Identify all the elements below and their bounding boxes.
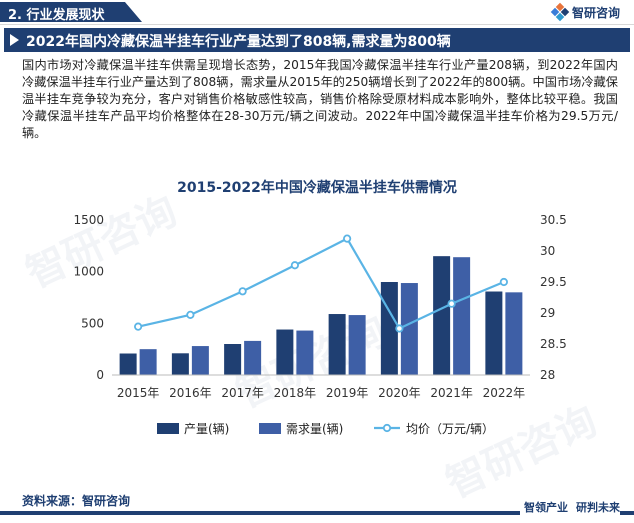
bar-demand bbox=[400, 283, 418, 375]
price-point bbox=[238, 287, 247, 296]
footer-logo: 智领产业 研判未来 bbox=[520, 499, 620, 515]
x-tick-label: 2019年 bbox=[326, 386, 369, 400]
top-bar: 2. 行业发展现状 智研咨询 bbox=[0, 0, 634, 25]
footer-slogan-left: 智领产业 bbox=[524, 501, 568, 514]
price-point bbox=[186, 310, 195, 319]
legend-swatch bbox=[157, 423, 179, 434]
legend-label: 均价（万元/辆） bbox=[406, 422, 494, 436]
x-tick-label: 2017年 bbox=[221, 386, 264, 400]
price-line bbox=[137, 237, 505, 330]
bar-demand bbox=[348, 315, 366, 375]
y-left-tick-label: 1000 bbox=[73, 265, 104, 279]
play-triangle-icon bbox=[10, 34, 19, 46]
source-note: 资料来源：智研咨询 bbox=[22, 494, 131, 508]
bottom-rule bbox=[0, 511, 634, 515]
legend-label: 需求量(辆) bbox=[286, 422, 343, 436]
y-right-tick-label: 30 bbox=[540, 244, 555, 258]
bar-demand bbox=[505, 292, 523, 375]
headline-text: 2022年国内冷藏保温半挂车行业产量达到了808辆,需求量为800辆 bbox=[26, 34, 451, 50]
y-left-tick-label: 500 bbox=[81, 316, 104, 330]
bar-production bbox=[328, 314, 346, 375]
bar-production bbox=[485, 291, 503, 375]
bar-demand bbox=[139, 349, 157, 375]
bar-production bbox=[119, 353, 137, 375]
y-right-tick-label: 30.5 bbox=[540, 213, 567, 227]
x-tick-label: 2016年 bbox=[169, 386, 212, 400]
x-tick-label: 2020年 bbox=[378, 386, 421, 400]
x-tick-label: 2018年 bbox=[274, 386, 317, 400]
bar-production bbox=[433, 256, 451, 375]
chart-title: 2015-2022年中国冷藏保温半挂车供需情况 bbox=[177, 179, 457, 196]
price-point bbox=[447, 299, 456, 308]
bar-production bbox=[171, 353, 189, 375]
bar-demand bbox=[244, 340, 262, 375]
price-point bbox=[134, 322, 143, 331]
x-tick-label: 2022年 bbox=[483, 386, 526, 400]
price-point bbox=[290, 261, 299, 270]
brand-logo: 智研咨询 bbox=[550, 2, 620, 22]
bar-demand bbox=[296, 330, 314, 375]
brand-name: 智研咨询 bbox=[571, 5, 620, 20]
x-tick-label: 2021年 bbox=[430, 386, 473, 400]
supply-demand-chart: 2015-2022年中国冷藏保温半挂车供需情况 0 500 1000 1500 28 28.… bbox=[73, 179, 567, 436]
y-right-tick-label: 29.5 bbox=[540, 275, 567, 289]
intro-paragraph: 国内市场对冷藏保温半挂车供需呈现增长态势，2015年我国冷藏保温半挂车行业产量2… bbox=[22, 58, 618, 140]
headline-banner: 2022年国内冷藏保温半挂车行业产量达到了808辆,需求量为800辆 bbox=[4, 28, 630, 52]
y-left-tick-label: 0 bbox=[96, 368, 104, 382]
price-point bbox=[499, 277, 508, 287]
legend-swatch bbox=[259, 423, 281, 434]
brand-logo-icon bbox=[550, 2, 570, 22]
price-point bbox=[343, 234, 352, 243]
section-label: 2. 行业发展现状 bbox=[8, 8, 105, 23]
y-left-tick-label: 1500 bbox=[73, 213, 104, 227]
bar-demand bbox=[453, 257, 471, 375]
price-point bbox=[395, 324, 404, 333]
section-badge: 2. 行业发展现状 bbox=[0, 2, 142, 22]
x-tick-label: 2015年 bbox=[117, 386, 160, 400]
bar-demand bbox=[191, 346, 209, 375]
bar-production bbox=[224, 344, 242, 375]
y-right-tick-label: 28 bbox=[540, 368, 555, 382]
bar-production bbox=[276, 329, 294, 375]
y-right-tick-label: 29 bbox=[540, 306, 555, 320]
footer-slogan-right: 研判未来 bbox=[576, 501, 620, 514]
legend-marker bbox=[382, 423, 392, 433]
y-right-tick-label: 28.5 bbox=[540, 337, 567, 351]
legend-label: 产量(辆) bbox=[184, 422, 229, 436]
